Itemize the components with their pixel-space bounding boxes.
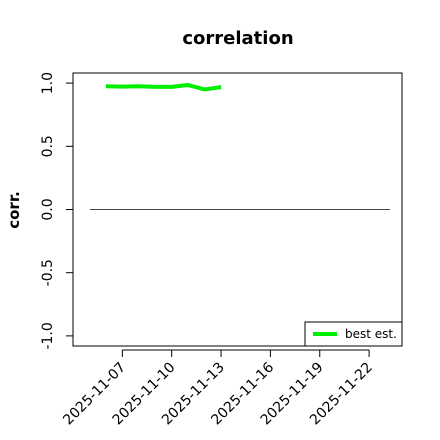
y-tick-label: -0.5 [40, 259, 56, 286]
y-tick-label: 0.0 [40, 198, 56, 220]
y-tick-label: 0.5 [40, 135, 56, 157]
y-tick-label: 1.0 [40, 72, 56, 94]
series-line [105, 83, 222, 92]
y-tick-label: -1.0 [40, 322, 56, 349]
chart-title: correlation [182, 28, 293, 49]
y-axis-label: corr. [5, 191, 23, 229]
legend-label: best est. [345, 327, 397, 341]
